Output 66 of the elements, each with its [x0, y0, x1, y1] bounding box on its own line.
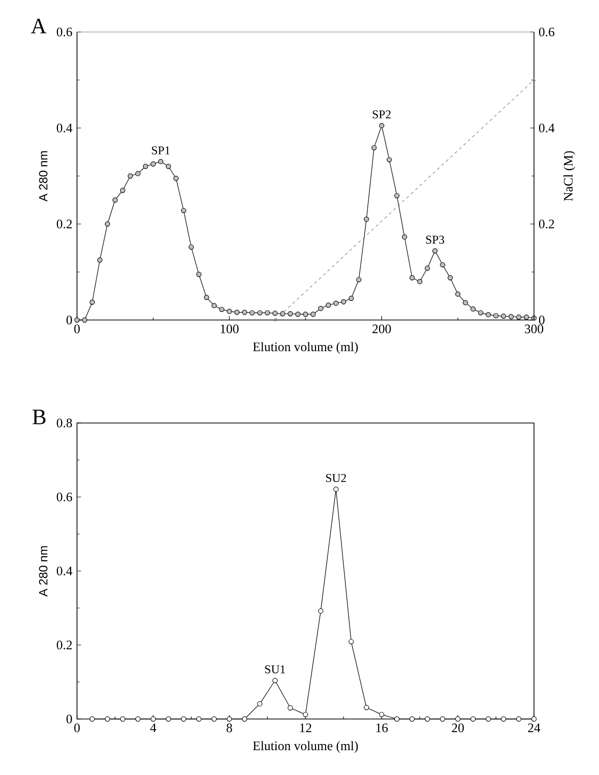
- y2-tick-label: 0.4: [539, 124, 555, 132]
- point: [242, 716, 248, 722]
- point: [516, 716, 522, 722]
- point: [135, 716, 141, 722]
- point: [104, 716, 110, 722]
- y2-tick-label: 0.6: [539, 28, 554, 36]
- point: [150, 716, 156, 722]
- point: [410, 716, 415, 722]
- x-tick-label: 0: [74, 724, 80, 732]
- y-tick-label: 0.8: [56, 418, 72, 428]
- point: [470, 716, 476, 722]
- point: [500, 716, 506, 722]
- x-tick-label: 200: [372, 324, 391, 334]
- x-tick-label: 300: [524, 324, 544, 334]
- point: [394, 716, 400, 722]
- y-tick-label: 0: [66, 714, 72, 724]
- point: [379, 712, 384, 718]
- x-tick-label: 4: [150, 724, 156, 732]
- y-tick-label: 0: [66, 316, 72, 324]
- y-tick-label: 0.6: [56, 492, 72, 502]
- point: [455, 716, 460, 722]
- point: [120, 716, 126, 722]
- point: [166, 716, 171, 722]
- point: [348, 639, 354, 644]
- point: [196, 716, 202, 722]
- point: [486, 716, 491, 722]
- x-tick-label: 12: [300, 724, 312, 732]
- y-axis-title: A 280 nm: [39, 546, 48, 597]
- point: [288, 705, 293, 710]
- point: [181, 716, 186, 722]
- point: [257, 701, 262, 706]
- y-tick-label: 0.6: [56, 28, 72, 36]
- y-tick-label: 0.2: [56, 640, 72, 650]
- y-axis-title: A 280 nm: [39, 151, 48, 202]
- annotation: SU2: [326, 474, 346, 482]
- point: [302, 712, 308, 718]
- point: [333, 486, 339, 492]
- point: [272, 678, 278, 684]
- x-tick-label: 0: [74, 324, 80, 334]
- annotation: SU1: [265, 665, 285, 674]
- y-tick-label: 0.2: [56, 220, 72, 228]
- x-axis-title: Elution volume (ml): [252, 741, 358, 753]
- point: [90, 716, 95, 722]
- point: [212, 716, 217, 722]
- x-tick-label: 100: [220, 324, 239, 334]
- point: [226, 716, 232, 722]
- y2-axis-title: NaCl (M): [564, 151, 576, 201]
- x-tick-label: 8: [226, 724, 232, 732]
- point: [318, 608, 324, 614]
- y2-tick-label: 0.2: [539, 220, 554, 228]
- x-axis-title: Elution volume (ml): [252, 342, 358, 354]
- annotation: SP1: [152, 146, 170, 154]
- point: [364, 704, 370, 710]
- point: [440, 716, 446, 722]
- annotation: SP3: [426, 236, 444, 244]
- point: [424, 716, 430, 722]
- x-tick-label: 16: [376, 724, 388, 732]
- y-tick-label: 0.4: [56, 566, 72, 576]
- y-tick-label: 0.4: [56, 124, 72, 132]
- point: [531, 716, 537, 722]
- x-tick-label: 24: [528, 724, 540, 732]
- chart-title: A: [30, 18, 46, 34]
- x-tick-label: 20: [452, 724, 464, 732]
- annotation: SP2: [372, 110, 391, 118]
- y2-tick-label: 0: [539, 316, 544, 324]
- chart-title: B: [32, 410, 46, 424]
